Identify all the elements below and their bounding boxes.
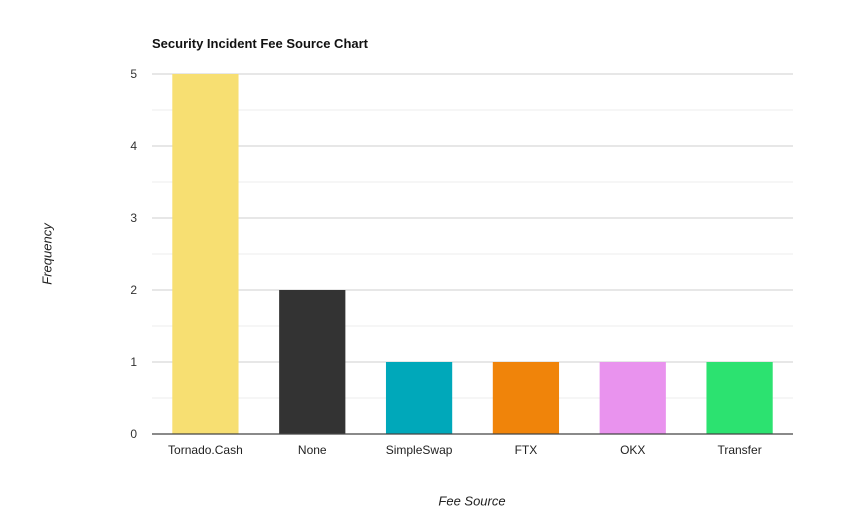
- bar: [385, 362, 453, 434]
- x-tick-label: Transfer: [717, 443, 761, 457]
- bar: [172, 74, 239, 434]
- bar: [599, 362, 666, 434]
- y-tick-label: 2: [130, 283, 137, 297]
- chart-title: Security Incident Fee Source Chart: [152, 36, 369, 51]
- x-axis-label: Fee Source: [438, 493, 506, 509]
- x-tick-label: OKX: [620, 443, 645, 457]
- bar: [492, 362, 560, 434]
- y-tick-label: 4: [130, 139, 137, 153]
- y-tick-label: 0: [130, 427, 137, 441]
- y-tick-label: 3: [130, 211, 137, 225]
- x-tick-label: FTX: [515, 443, 538, 457]
- x-tick-label: SimpleSwap: [386, 443, 453, 457]
- x-tick-label: None: [298, 443, 327, 457]
- x-tick-label: Tornado.Cash: [168, 443, 243, 457]
- y-tick-label: 1: [130, 355, 137, 369]
- bar: [279, 290, 346, 434]
- bar: [706, 362, 773, 434]
- y-tick-label: 5: [130, 67, 137, 81]
